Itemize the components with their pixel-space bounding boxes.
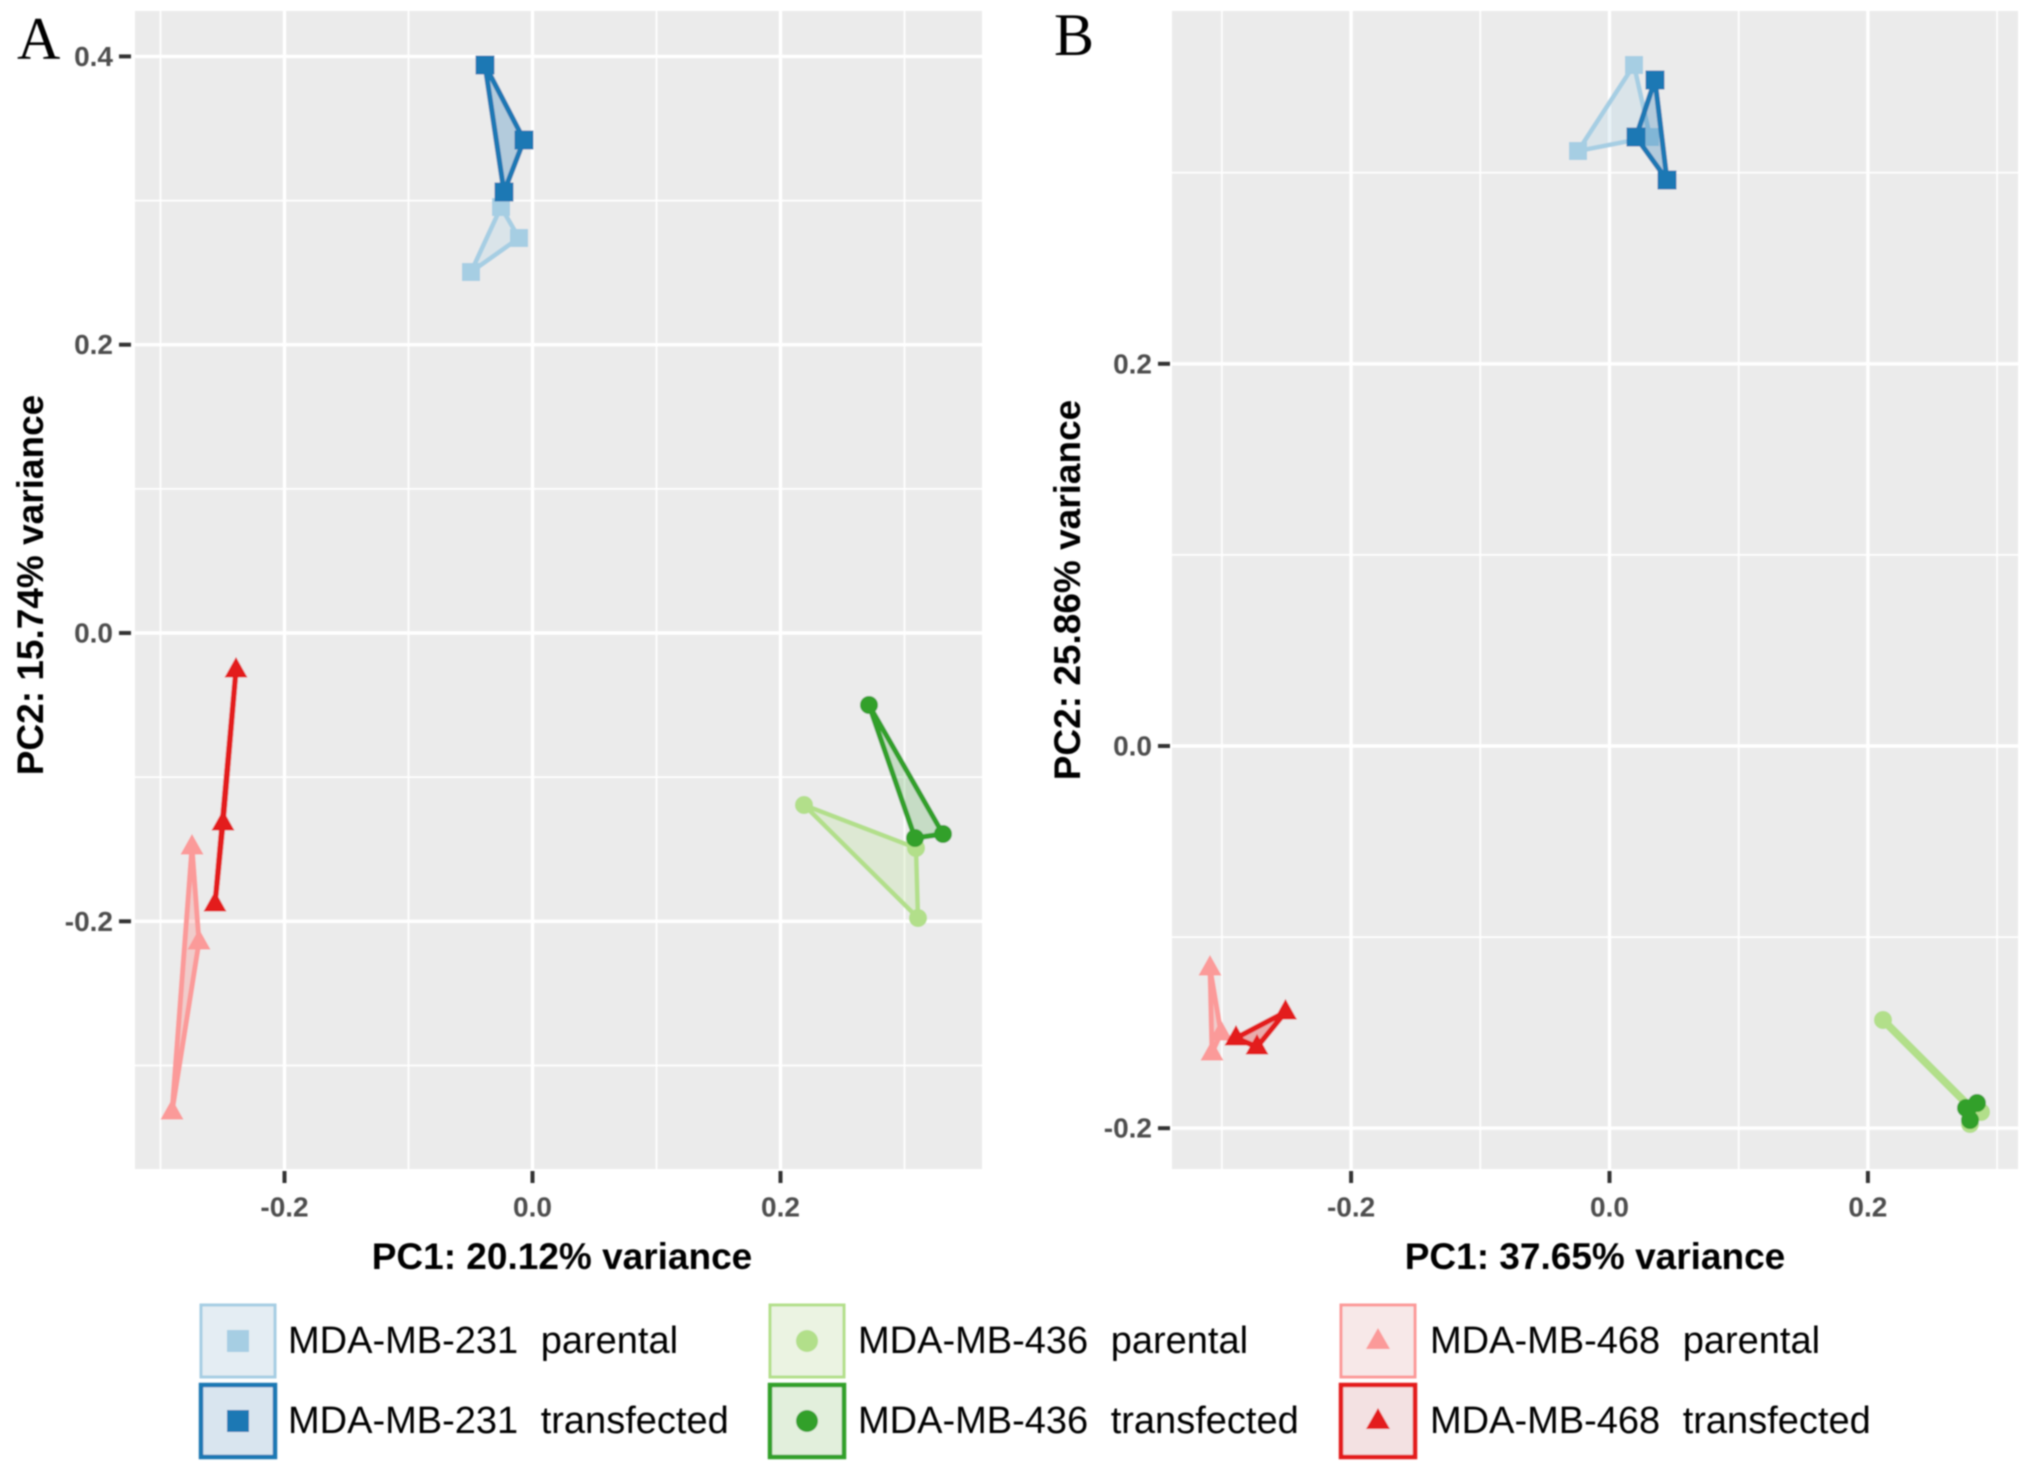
- svg-text:0.0: 0.0: [1113, 731, 1152, 762]
- svg-text:0.2: 0.2: [1113, 348, 1152, 379]
- svg-text:-0.2: -0.2: [65, 906, 113, 937]
- svg-text:PC1: 37.65% variance: PC1: 37.65% variance: [1405, 1236, 1786, 1277]
- svg-text:MDA-MB-231 parental: MDA-MB-231 parental: [288, 1320, 678, 1362]
- svg-text:MDA-MB-468 transfected: MDA-MB-468 transfected: [1430, 1400, 1871, 1442]
- svg-text:-0.2: -0.2: [1104, 1113, 1152, 1144]
- svg-text:PC2: 15.74% variance: PC2: 15.74% variance: [10, 395, 51, 776]
- svg-text:MDA-MB-436 parental: MDA-MB-436 parental: [858, 1320, 1248, 1362]
- svg-text:-0.2: -0.2: [1327, 1192, 1375, 1223]
- svg-text:A: A: [17, 6, 60, 72]
- svg-text:-0.2: -0.2: [260, 1192, 308, 1223]
- svg-text:B: B: [1054, 2, 1094, 68]
- svg-text:MDA-MB-436 transfected: MDA-MB-436 transfected: [858, 1400, 1299, 1442]
- svg-text:0.2: 0.2: [1848, 1192, 1887, 1223]
- svg-text:0.2: 0.2: [761, 1192, 800, 1223]
- svg-text:MDA-MB-231 transfected: MDA-MB-231 transfected: [288, 1400, 729, 1442]
- svg-text:MDA-MB-468 parental: MDA-MB-468 parental: [1430, 1320, 1820, 1362]
- svg-text:0.2: 0.2: [74, 329, 113, 360]
- svg-text:PC1: 20.12% variance: PC1: 20.12% variance: [372, 1236, 753, 1277]
- svg-text:0.0: 0.0: [513, 1192, 552, 1223]
- svg-text:0.0: 0.0: [1590, 1192, 1629, 1223]
- svg-text:0.0: 0.0: [74, 618, 113, 649]
- svg-text:PC2: 25.86% variance: PC2: 25.86% variance: [1047, 400, 1088, 781]
- svg-text:0.4: 0.4: [74, 41, 113, 72]
